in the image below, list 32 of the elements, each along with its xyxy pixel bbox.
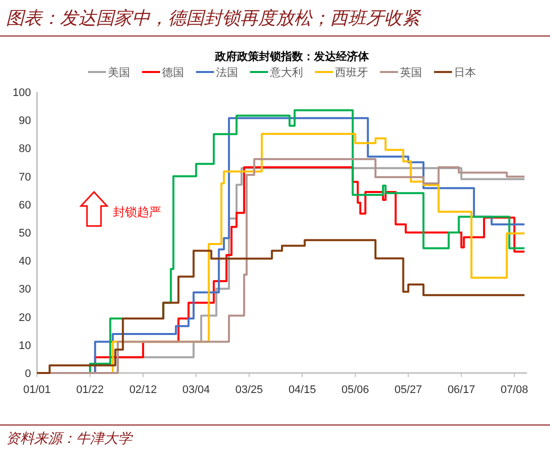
legend-label: 意大利: [269, 66, 303, 79]
y-tick-label: 80: [18, 143, 31, 156]
x-tick-label: 01/22: [76, 384, 104, 396]
x-tick-label: 03/04: [182, 384, 210, 396]
x-tick-label: 07/08: [500, 384, 528, 396]
y-tick-label: 30: [18, 284, 31, 296]
y-tick-label: 60: [18, 199, 31, 212]
legend-label: 美国: [108, 66, 130, 79]
y-tick-label: 70: [18, 171, 31, 184]
y-tick-label: 50: [18, 228, 31, 240]
x-tick-label: 04/15: [288, 384, 316, 396]
legend-label: 日本: [454, 66, 476, 79]
legend-label: 法国: [216, 66, 238, 79]
y-tick-label: 100: [12, 87, 31, 99]
x-tick-label: 02/12: [129, 384, 157, 396]
y-tick-label: 90: [18, 115, 31, 128]
annotation: 资料来源：牛津大学: [6, 432, 132, 447]
y-tick-label: 0: [24, 368, 31, 380]
legend-label: 西班牙: [335, 66, 368, 79]
annotation: 封锁趋严: [113, 205, 161, 219]
subtitle: 政府政策封锁指数：发达经济体: [215, 51, 369, 63]
title: 图表：发达国家中，德国封锁再度放松；西班牙收紧: [6, 8, 420, 28]
x-tick-label: 01/01: [23, 384, 51, 396]
x-tick-label: 05/27: [394, 384, 422, 396]
y-tick-label: 40: [18, 256, 31, 268]
x-tick-label: 03/25: [235, 384, 263, 396]
legend-label: 德国: [162, 67, 184, 79]
legend-label: 英国: [400, 66, 422, 79]
x-tick-label: 06/17: [448, 384, 476, 396]
y-tick-label: 20: [18, 312, 31, 324]
y-tick-label: 10: [18, 340, 31, 352]
x-tick-label: 05/06: [341, 384, 370, 396]
